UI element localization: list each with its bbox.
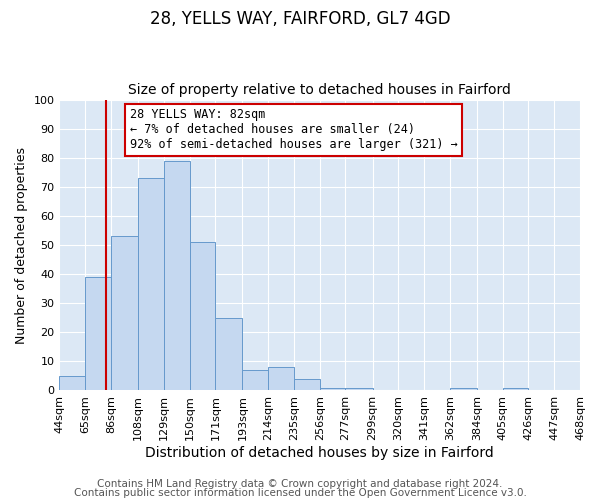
X-axis label: Distribution of detached houses by size in Fairford: Distribution of detached houses by size … xyxy=(145,446,494,460)
Bar xyxy=(190,242,215,390)
Bar xyxy=(111,236,138,390)
Bar xyxy=(242,370,268,390)
Y-axis label: Number of detached properties: Number of detached properties xyxy=(15,146,28,344)
Bar xyxy=(59,376,85,390)
Bar xyxy=(85,277,111,390)
Bar xyxy=(268,367,294,390)
Title: Size of property relative to detached houses in Fairford: Size of property relative to detached ho… xyxy=(128,83,511,97)
Text: Contains public sector information licensed under the Open Government Licence v3: Contains public sector information licen… xyxy=(74,488,526,498)
Text: 28, YELLS WAY, FAIRFORD, GL7 4GD: 28, YELLS WAY, FAIRFORD, GL7 4GD xyxy=(149,10,451,28)
Bar xyxy=(503,388,529,390)
Bar xyxy=(320,388,346,390)
Bar xyxy=(346,388,373,390)
Bar xyxy=(215,318,242,390)
Text: 28 YELLS WAY: 82sqm
← 7% of detached houses are smaller (24)
92% of semi-detache: 28 YELLS WAY: 82sqm ← 7% of detached hou… xyxy=(130,108,457,152)
Bar xyxy=(164,160,190,390)
Bar xyxy=(138,178,164,390)
Bar xyxy=(294,379,320,390)
Text: Contains HM Land Registry data © Crown copyright and database right 2024.: Contains HM Land Registry data © Crown c… xyxy=(97,479,503,489)
Bar xyxy=(450,388,477,390)
